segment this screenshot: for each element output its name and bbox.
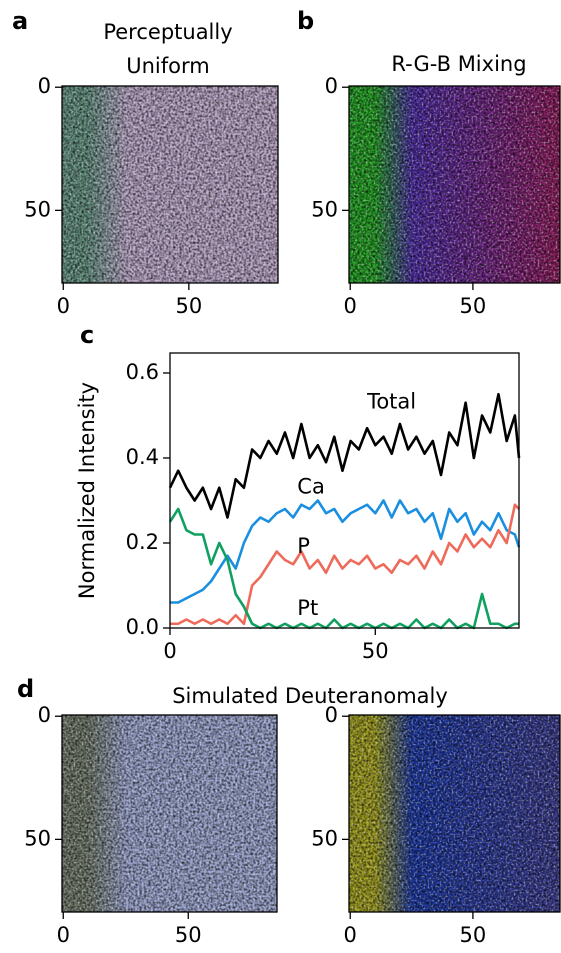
axes-frame xyxy=(61,714,278,913)
y-tick-label: 0.6 xyxy=(126,360,159,384)
y-tick-label: 0.2 xyxy=(126,530,159,554)
panel-label: a xyxy=(12,7,28,35)
y-tick-label: 50 xyxy=(24,826,51,850)
panel-title: Perceptually xyxy=(103,20,232,44)
panel-title: R-G-B Mixing xyxy=(391,52,526,76)
x-tick-label: 0 xyxy=(344,923,357,947)
y-axis-label: Normalized Intensity xyxy=(75,382,99,599)
y-tick-label: 50 xyxy=(24,197,51,221)
y-tick-label: 50 xyxy=(311,197,338,221)
series-line xyxy=(168,392,521,519)
x-tick-label: 50 xyxy=(460,923,487,947)
axes-frame xyxy=(348,85,561,284)
panel-title: Simulated Deuteranomaly xyxy=(172,684,448,708)
x-tick-label: 50 xyxy=(175,923,202,947)
series-label: Pt xyxy=(297,596,318,620)
y-tick-label: 0 xyxy=(325,703,338,727)
x-tick-label: 0 xyxy=(163,639,176,663)
image-noise xyxy=(349,715,560,912)
panel-label: d xyxy=(17,675,34,703)
series-line xyxy=(170,499,521,604)
image-noise xyxy=(349,86,560,283)
series-line xyxy=(168,507,519,630)
axes-frame xyxy=(169,352,520,629)
image-noise xyxy=(62,86,278,283)
x-tick-label: 50 xyxy=(362,639,389,663)
series-line xyxy=(170,503,520,626)
y-tick-label: 0.0 xyxy=(126,615,159,639)
image-noise xyxy=(62,715,277,912)
panel-title: Uniform xyxy=(126,54,209,78)
series-label: P xyxy=(297,534,310,558)
x-tick-label: 50 xyxy=(460,294,487,318)
y-tick-label: 0.4 xyxy=(126,445,159,469)
axes-frame xyxy=(61,85,279,284)
x-tick-label: 0 xyxy=(344,294,357,318)
x-tick-label: 0 xyxy=(57,923,70,947)
x-tick-label: 0 xyxy=(57,294,70,318)
axes-frame xyxy=(348,714,561,913)
y-tick-label: 0 xyxy=(38,74,51,98)
series-label: Total xyxy=(366,390,416,414)
panel-label: c xyxy=(80,321,94,349)
panel-label: b xyxy=(297,7,314,35)
y-tick-label: 0 xyxy=(38,703,51,727)
series-label: Ca xyxy=(297,475,325,499)
y-tick-label: 0 xyxy=(325,74,338,98)
y-tick-label: 50 xyxy=(311,826,338,850)
x-tick-label: 50 xyxy=(175,294,202,318)
